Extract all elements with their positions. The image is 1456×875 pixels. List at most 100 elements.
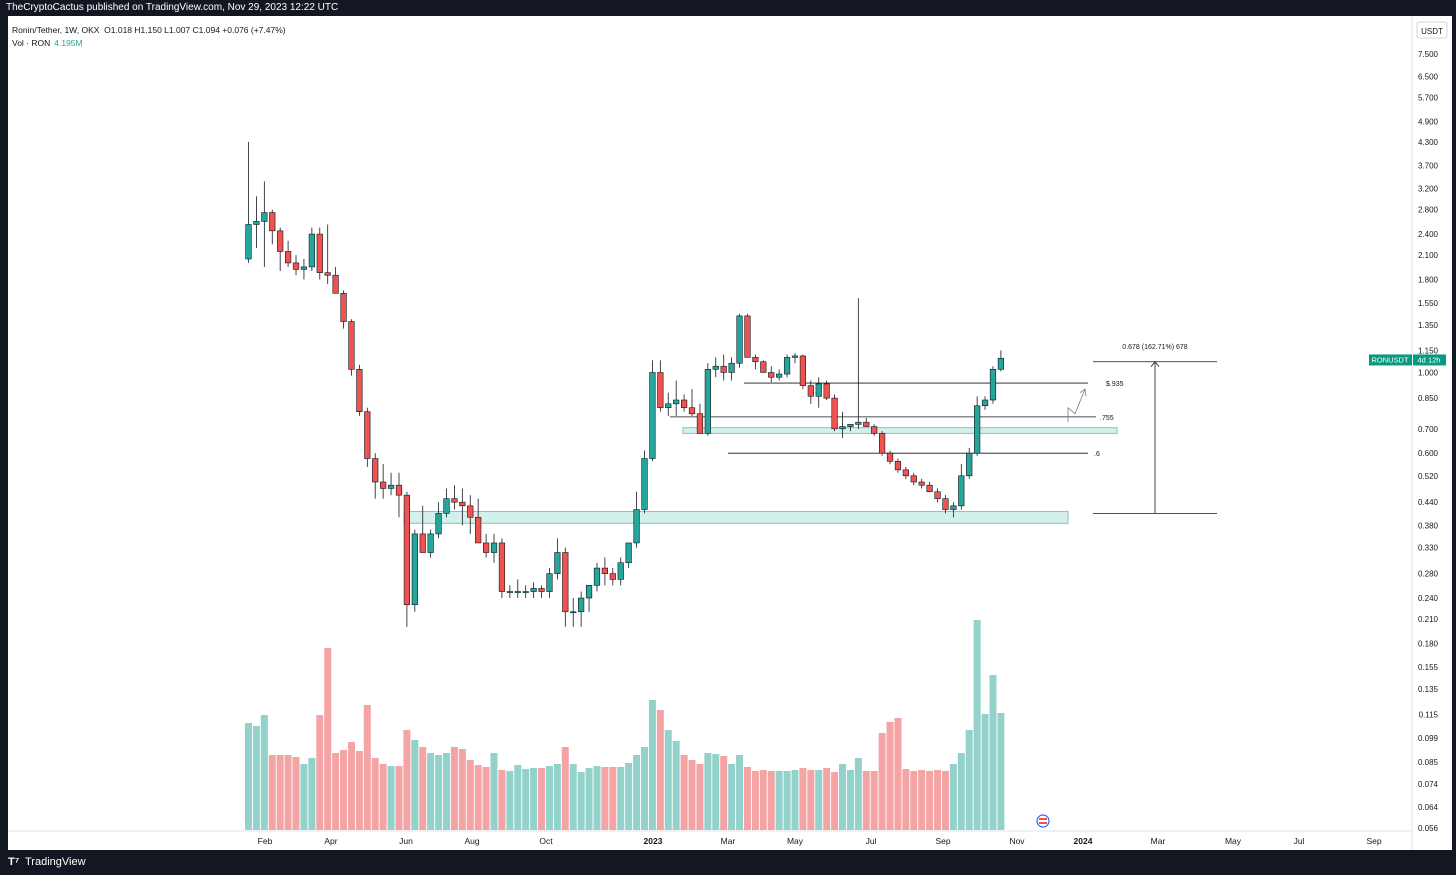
volume-bar — [411, 740, 419, 830]
candle-body — [348, 321, 355, 370]
candle-body — [578, 597, 585, 613]
volume-bar — [641, 747, 648, 830]
candle-body — [482, 542, 490, 553]
candle-body — [752, 357, 759, 363]
published-text: TheCryptoCactus published on TradingView… — [6, 2, 339, 13]
volume-bar — [648, 700, 656, 830]
tradingview-logo-icon[interactable]: T⁷ — [8, 856, 20, 868]
countdown-badge — [1413, 354, 1446, 366]
volume-bar — [910, 771, 918, 830]
volume-bar — [799, 768, 807, 830]
candle-body — [950, 505, 957, 510]
candle-body — [372, 458, 379, 483]
y-tick-label: 0.155 — [1418, 663, 1439, 672]
y-tick-label: 0.099 — [1418, 734, 1439, 743]
volume-bar — [894, 718, 902, 830]
candle-body — [704, 369, 711, 434]
volume-bar — [268, 755, 276, 830]
volume-bar — [506, 771, 514, 830]
fib-label-6: .6 — [1094, 451, 1100, 458]
volume-bar — [625, 763, 633, 830]
volume-bar — [252, 726, 260, 830]
volume-bar — [284, 755, 292, 830]
volume-bar — [530, 768, 538, 830]
volume-bar — [458, 749, 466, 830]
candle-body — [427, 533, 434, 553]
symbol-badge — [1369, 354, 1412, 366]
candle-body — [419, 533, 426, 553]
x-tick-label: Mar — [1151, 836, 1166, 846]
volume-bar — [862, 771, 870, 830]
volume-bar — [751, 771, 759, 830]
candle-body — [974, 405, 981, 454]
candle-body — [601, 567, 608, 574]
volume-bar — [609, 767, 617, 830]
volume-bar — [363, 705, 371, 830]
candle-body — [380, 481, 387, 489]
volume-bar — [989, 675, 997, 830]
x-tick-label: Sep — [935, 836, 950, 846]
volume-bar — [332, 753, 340, 830]
volume-bar — [498, 770, 506, 830]
legend-vol-label: Vol · RON — [12, 38, 51, 48]
fib-label-755: .755 — [1100, 415, 1114, 422]
volume-bar — [450, 747, 458, 830]
candle-body — [245, 224, 252, 260]
candle-body — [490, 542, 498, 553]
candle-body — [395, 484, 403, 496]
y-tick-label: 7.500 — [1418, 50, 1439, 59]
volume-bar — [371, 758, 379, 830]
volume-bar — [435, 755, 443, 830]
candle-body — [253, 221, 260, 225]
x-tick-label: 2024 — [1074, 836, 1093, 846]
volume-bar — [981, 714, 989, 830]
candle-body — [807, 385, 814, 397]
x-tick-label: Aug — [464, 836, 479, 846]
candle-body — [316, 233, 323, 273]
volume-bar — [260, 715, 268, 830]
candle-body — [538, 588, 545, 592]
candle-body — [506, 591, 513, 593]
candle-body — [942, 498, 949, 510]
tradingview-name[interactable]: TradingView — [25, 856, 86, 868]
candle-body — [300, 266, 308, 270]
volume-bar — [443, 753, 450, 830]
volume-bar — [395, 766, 403, 830]
volume-bar — [712, 754, 720, 830]
volume-bar — [292, 757, 300, 830]
candle-body — [269, 212, 276, 232]
y-tick-label: 2.100 — [1418, 251, 1439, 260]
candle-body — [308, 233, 315, 268]
volume-bar — [585, 768, 593, 830]
volume-bar — [403, 730, 411, 830]
volume-bar — [538, 768, 546, 830]
candle-body — [475, 516, 482, 544]
candle-body — [498, 542, 506, 592]
y-tick-label: 4.900 — [1418, 117, 1439, 126]
candle-body — [673, 399, 680, 405]
volume-bar — [593, 766, 601, 830]
candle-body — [451, 498, 458, 503]
candle-body — [403, 494, 411, 606]
candle-body — [910, 475, 917, 483]
volume-bar — [846, 770, 854, 830]
projection-path — [1067, 388, 1086, 423]
volume-bar — [300, 764, 308, 830]
candle-body — [878, 433, 886, 454]
candle-body — [435, 513, 442, 535]
y-tick-label: 0.064 — [1418, 803, 1439, 812]
us-flag-stripe — [1039, 818, 1047, 820]
volume-bar — [577, 772, 585, 830]
volume-bar — [324, 648, 332, 830]
x-tick-label: Nov — [1009, 836, 1025, 846]
candle-body — [855, 421, 862, 425]
measure-arrowhead — [1150, 361, 1160, 368]
candle-body — [744, 315, 751, 358]
candle-body — [467, 505, 474, 518]
volume-bar — [870, 771, 878, 830]
candle-body — [997, 357, 1004, 370]
x-tick-label: Jul — [866, 836, 877, 846]
candle-body — [364, 411, 371, 459]
price-axis — [1412, 16, 1452, 850]
